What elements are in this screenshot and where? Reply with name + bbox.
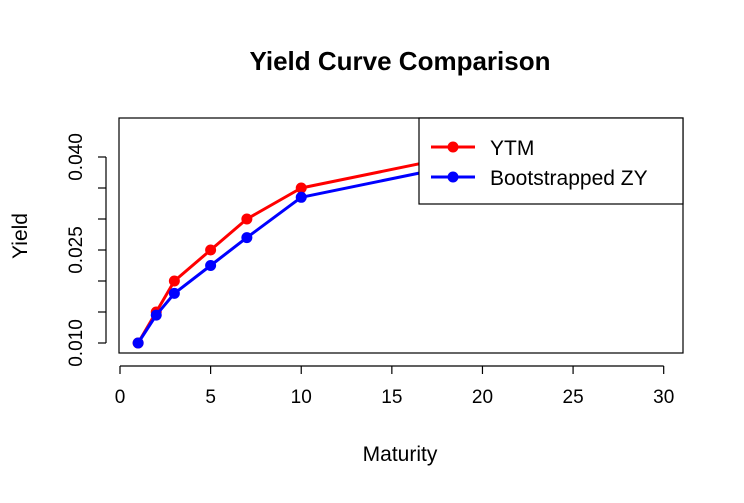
series-1-point-4 bbox=[241, 232, 253, 244]
chart-title: Yield Curve Comparison bbox=[250, 46, 551, 76]
x-axis-label: Maturity bbox=[363, 443, 438, 466]
x-tick-label-20: 20 bbox=[472, 387, 493, 408]
y-axis: 0.010 0.025 0.040 bbox=[66, 133, 107, 367]
series-0-point-5 bbox=[295, 182, 307, 194]
x-tick-label-10: 10 bbox=[291, 387, 312, 408]
x-tick-label-5: 5 bbox=[205, 387, 216, 408]
legend: YTM Bootstrapped ZY bbox=[418, 117, 684, 205]
series-1-point-2 bbox=[168, 287, 180, 299]
series-0-point-2 bbox=[168, 275, 180, 287]
series-1-point-0 bbox=[132, 337, 144, 349]
y-axis-label: Yield bbox=[9, 213, 32, 259]
x-tick-label-0: 0 bbox=[115, 387, 126, 408]
x-axis: 0 5 10 15 20 25 30 bbox=[115, 365, 674, 408]
series-0-point-3 bbox=[205, 244, 217, 256]
legend-ytm-marker bbox=[447, 141, 459, 153]
legend-zy-label: Bootstrapped ZY bbox=[490, 167, 648, 190]
x-tick-label-15: 15 bbox=[381, 387, 402, 408]
y-tick-label-0.010: 0.010 bbox=[66, 319, 87, 367]
series-1-point-5 bbox=[295, 191, 307, 203]
plot-box bbox=[118, 117, 684, 354]
series-1-point-1 bbox=[150, 309, 162, 321]
y-tick-label-0.025: 0.025 bbox=[66, 226, 87, 274]
legend-zy-marker bbox=[447, 171, 459, 183]
legend-ytm-label: YTM bbox=[490, 137, 534, 160]
series-1-point-3 bbox=[205, 260, 217, 271]
y-tick-label-0.040: 0.040 bbox=[66, 133, 87, 181]
x-tick-label-25: 25 bbox=[563, 387, 584, 408]
series-0-point-4 bbox=[241, 213, 253, 225]
x-tick-label-30: 30 bbox=[653, 387, 674, 408]
legend-box bbox=[418, 117, 684, 205]
